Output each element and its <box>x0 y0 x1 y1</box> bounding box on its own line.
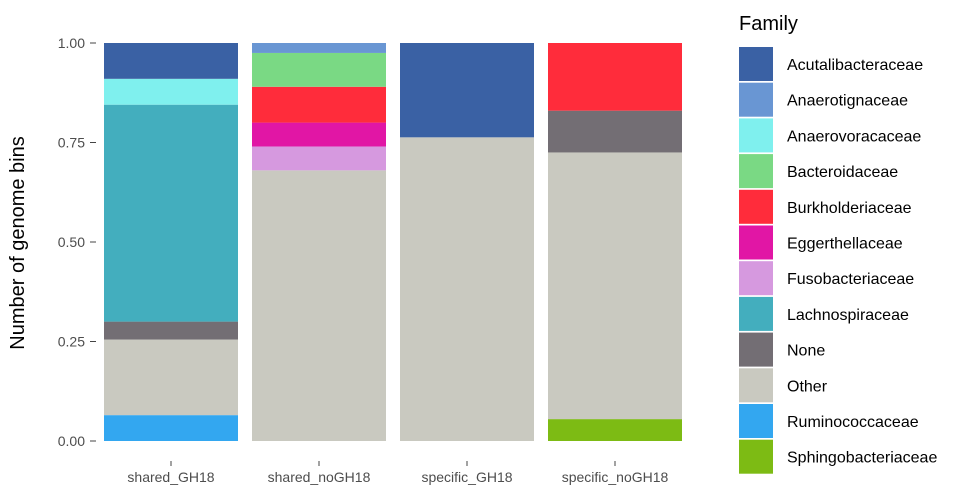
legend-label: Burkholderiaceae <box>787 200 912 217</box>
bar-segment <box>400 137 534 442</box>
x-tick-label: shared_GH18 <box>127 469 214 485</box>
x-tick-label: specific_GH18 <box>421 469 512 485</box>
legend-swatch <box>739 47 773 81</box>
legend-swatch <box>739 296 773 331</box>
bar-segment <box>104 43 238 79</box>
bar-stack <box>252 43 386 442</box>
bar-segment <box>104 339 238 416</box>
legend-swatch <box>739 154 773 189</box>
y-axis: 0.00 0.25 0.50 0.75 1.00 <box>58 35 96 449</box>
legend-item: Anaerovoracaceae <box>739 118 921 153</box>
x-axis: shared_GH18 shared_noGH18 specific_GH18 spe… <box>127 461 669 485</box>
bar-segment <box>400 43 534 138</box>
legend-item: None <box>739 332 825 367</box>
y-tick-label: 0.00 <box>58 433 85 449</box>
bar-stack <box>548 43 682 441</box>
bar-segment <box>104 78 238 105</box>
legend-swatch <box>739 225 773 260</box>
legend-swatch <box>739 404 773 438</box>
bar-segment <box>548 43 682 111</box>
bar-segment <box>548 419 682 441</box>
bar-stack <box>104 43 238 441</box>
bar-segment <box>252 52 386 87</box>
legend-swatch <box>739 332 773 367</box>
legend-item: Acutalibacteraceae <box>739 47 923 81</box>
x-tick-label: specific_noGH18 <box>562 469 669 485</box>
legend-item: Eggerthellaceae <box>739 225 903 260</box>
bar-segment <box>104 321 238 340</box>
bar-segment <box>252 122 386 147</box>
bar-segment <box>104 415 238 441</box>
bar-segment <box>252 86 386 123</box>
legend-swatch <box>739 82 773 117</box>
legend-swatch <box>739 368 773 403</box>
x-tick-label: shared_noGH18 <box>268 469 371 485</box>
bar-segment <box>548 110 682 153</box>
bar-stack <box>400 43 534 442</box>
legend-label: Sphingobacteriaceae <box>787 450 937 467</box>
legend-item: Burkholderiaceae <box>739 189 912 224</box>
legend-swatch <box>739 439 773 474</box>
legend-item: Other <box>739 368 828 403</box>
bars <box>104 43 682 442</box>
y-tick-label: 0.25 <box>58 334 85 350</box>
legend-label: Anaerotignaceae <box>787 93 908 110</box>
y-tick-label: 0.50 <box>58 234 85 250</box>
bar-segment <box>252 146 386 171</box>
legend-item: Ruminococcaceae <box>739 404 919 438</box>
bar-segment <box>548 152 682 420</box>
legend-swatch <box>739 261 773 296</box>
legend-item: Lachnospiraceae <box>739 296 909 331</box>
legend-label: Ruminococcaceae <box>787 414 919 431</box>
legend-label: None <box>787 343 825 360</box>
y-tick-label: 1.00 <box>58 35 85 51</box>
y-axis-title: Number of genome bins <box>7 136 29 349</box>
legend-label: Fusobacteriaceae <box>787 271 914 288</box>
legend-title: Family <box>739 13 798 35</box>
bar-segment <box>252 170 386 442</box>
legend: Family Acutalibacteraceae Anaerotignaceae… <box>739 13 937 474</box>
bar-segment <box>252 43 386 53</box>
legend-label: Anaerovoracaceae <box>787 128 921 145</box>
y-tick-label: 0.75 <box>58 135 85 151</box>
legend-label: Bacteroidaceae <box>787 164 898 181</box>
bar-segment <box>104 104 238 322</box>
legend-swatch <box>739 189 773 224</box>
legend-label: Lachnospiraceae <box>787 307 909 324</box>
legend-item: Fusobacteriaceae <box>739 261 914 296</box>
legend-item: Sphingobacteriaceae <box>739 439 937 474</box>
legend-item: Bacteroidaceae <box>739 154 898 189</box>
legend-swatch <box>739 118 773 153</box>
legend-label: Other <box>787 378 828 395</box>
legend-item: Anaerotignaceae <box>739 82 908 117</box>
legend-label: Eggerthellaceae <box>787 236 903 253</box>
legend-label: Acutalibacteraceae <box>787 57 923 74</box>
